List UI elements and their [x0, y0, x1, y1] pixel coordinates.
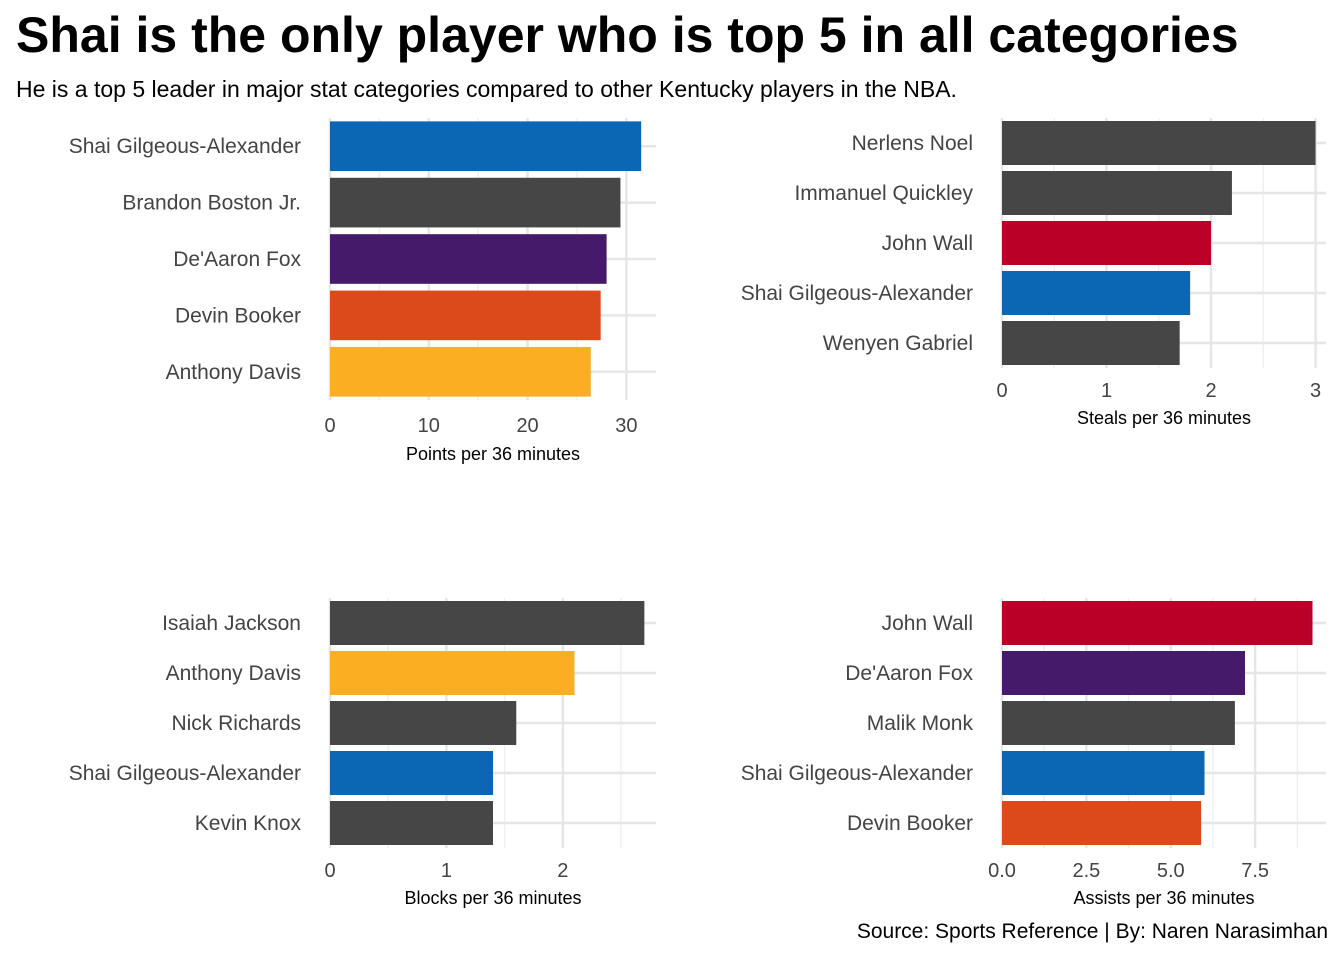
assists-tick-label: 2.5 — [1072, 860, 1100, 882]
blocks-tick-label: 1 — [441, 860, 452, 882]
steals-category-label: Wenyen Gabriel — [823, 332, 973, 355]
points-category-label: Devin Booker — [175, 304, 301, 327]
points-bar — [330, 121, 642, 172]
points-bar — [330, 290, 601, 341]
steals-axis-label: Steals per 36 minutes — [1077, 408, 1251, 428]
blocks-tick-label: 2 — [557, 860, 568, 882]
steals-bar — [1002, 171, 1232, 215]
assists-category-label: De'Aaron Fox — [845, 662, 973, 685]
points-axis-label: Points per 36 minutes — [406, 444, 580, 464]
points-tick-label: 30 — [615, 415, 637, 437]
assists-category-label: Shai Gilgeous-Alexander — [741, 762, 973, 785]
source-caption: Source: Sports Reference | By: Naren Nar… — [856, 920, 1328, 943]
blocks-bar — [330, 801, 493, 845]
points-category-label: Shai Gilgeous-Alexander — [69, 135, 301, 158]
assists-bar — [1002, 651, 1245, 695]
blocks-category-label: Isaiah Jackson — [162, 612, 301, 635]
blocks-category-label: Shai Gilgeous-Alexander — [69, 762, 301, 785]
points-category-label: Brandon Boston Jr. — [122, 192, 301, 215]
assists-category-label: John Wall — [882, 612, 973, 635]
assists-category-label: Devin Booker — [847, 812, 973, 835]
assists-bar — [1002, 701, 1235, 745]
steals-category-label: Shai Gilgeous-Alexander — [741, 282, 973, 305]
blocks-bar — [330, 601, 645, 645]
steals-bar — [1002, 321, 1180, 365]
assists-bar — [1002, 801, 1202, 845]
assists-tick-label: 7.5 — [1241, 860, 1269, 882]
points-bar — [330, 177, 621, 228]
points-bar — [330, 234, 607, 284]
points-tick-label: 0 — [324, 415, 335, 437]
points-category-label: De'Aaron Fox — [173, 248, 301, 271]
blocks-category-label: Kevin Knox — [195, 812, 302, 835]
steals-category-label: Immanuel Quickley — [794, 182, 973, 205]
steals-category-label: John Wall — [882, 232, 973, 255]
blocks-bar — [330, 751, 493, 795]
points-tick-label: 20 — [516, 415, 538, 437]
steals-tick-label: 1 — [1101, 380, 1112, 402]
points-tick-label: 10 — [418, 415, 440, 437]
points-bar — [330, 346, 591, 397]
blocks-category-label: Anthony Davis — [166, 662, 301, 685]
steals-tick-label: 0 — [996, 380, 1007, 402]
assists-tick-label: 0.0 — [988, 860, 1016, 882]
steals-tick-label: 3 — [1310, 380, 1321, 402]
assists-bar — [1002, 751, 1205, 795]
blocks-category-label: Nick Richards — [171, 712, 301, 735]
assists-bar — [1002, 601, 1313, 645]
steals-bar — [1002, 121, 1316, 165]
blocks-tick-label: 0 — [324, 860, 335, 882]
blocks-axis-label: Blocks per 36 minutes — [404, 888, 581, 908]
steals-bar — [1002, 271, 1191, 315]
steals-bar — [1002, 221, 1212, 265]
steals-category-label: Nerlens Noel — [852, 132, 973, 155]
blocks-bar — [330, 651, 575, 695]
chart-title: Shai is the only player who is top 5 in … — [16, 7, 1239, 63]
chart-subtitle: He is a top 5 leader in major stat categ… — [16, 76, 957, 102]
blocks-bar — [330, 701, 517, 745]
assists-category-label: Malik Monk — [867, 712, 974, 735]
points-category-label: Anthony Davis — [166, 361, 301, 384]
assists-axis-label: Assists per 36 minutes — [1073, 888, 1254, 908]
steals-tick-label: 2 — [1205, 380, 1216, 402]
assists-tick-label: 5.0 — [1157, 860, 1185, 882]
